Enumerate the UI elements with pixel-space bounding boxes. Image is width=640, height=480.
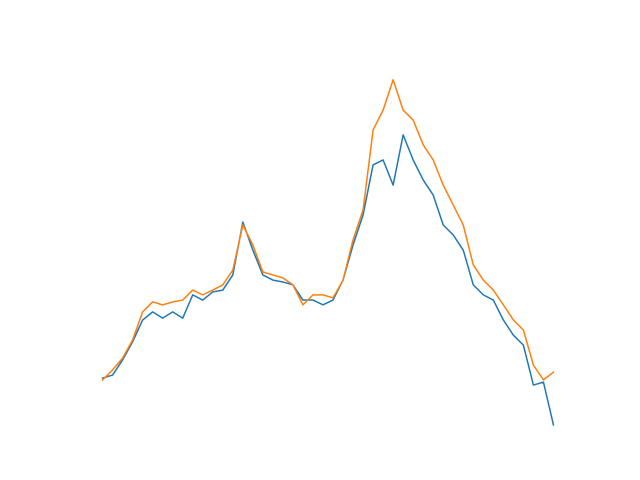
line-series	[101, 79, 555, 381]
line-series	[101, 134, 555, 426]
